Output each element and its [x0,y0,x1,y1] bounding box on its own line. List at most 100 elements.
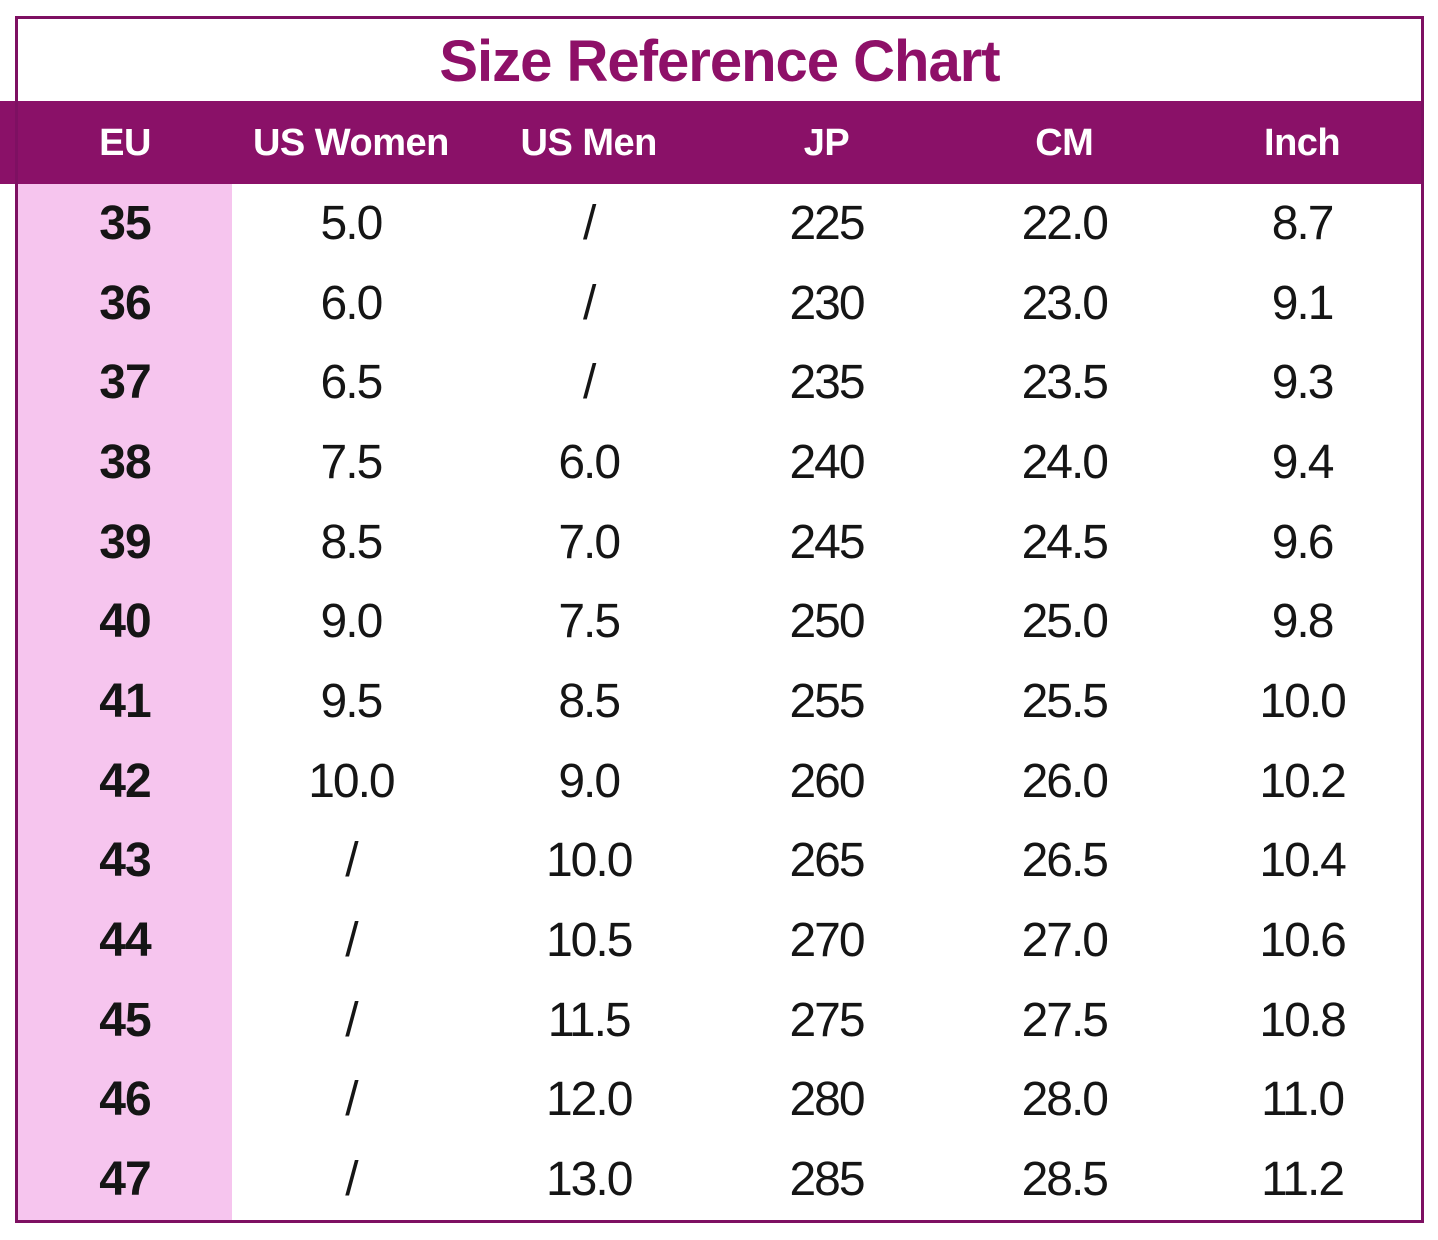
title-row: Size Reference Chart [18,19,1421,101]
size-cell: 285 [789,1153,865,1207]
size-cell: / [345,914,358,968]
size-cell: 280 [789,1073,865,1127]
size-cell: 25.5 [1021,674,1109,728]
size-cell: 28.5 [1021,1153,1109,1207]
size-cell: 6.0 [320,276,384,330]
column-header: JP [803,121,850,164]
eu-size-cell: 43 [18,821,232,902]
size-cell: 10.0 [545,834,633,888]
page-title: Size Reference Chart [439,29,1000,94]
size-cell: 10.2 [1259,754,1346,808]
eu-size-cell: 41 [18,662,232,742]
eu-size-cell: 38 [18,423,232,503]
column-header: EU [99,121,151,164]
size-cell: 8.7 [1271,196,1335,250]
size-cell: 7.0 [558,515,621,569]
size-cell: 6.5 [320,356,384,410]
table-row: 41 9.5 8.5 255 25.5 10.0 [18,662,1421,742]
size-cell: / [583,196,596,250]
size-cell: 25.0 [1021,595,1109,649]
size-cell: 23.0 [1021,276,1109,330]
size-reference-table: Size Reference Chart EU US Women US Men JP C… [15,16,1424,1223]
table-row: 37 6.5 / 235 23.5 9.3 [18,343,1421,424]
column-header: US Women [252,121,449,164]
size-cell: 13.0 [545,1153,633,1207]
size-cell: 7.5 [558,595,621,649]
size-cell: 230 [789,276,865,330]
size-cell: 7.5 [320,435,384,489]
size-cell: 6.0 [558,435,621,489]
size-cell: 270 [789,914,865,968]
table-row: 45 / 11.5 275 27.5 10.8 [18,980,1421,1061]
size-cell: 11.2 [1261,1153,1345,1207]
size-cell: 24.0 [1021,435,1109,489]
size-cell: 27.0 [1021,914,1109,968]
eu-size-cell: 47 [18,1140,232,1220]
eu-size-cell: 42 [18,741,232,822]
size-cell: 11.0 [1261,1073,1345,1127]
size-cell: 28.0 [1021,1073,1109,1127]
header-row: EU US Women US Men JP CM Inch [18,101,1421,184]
header-band [0,101,1424,184]
eu-size-cell: 37 [18,343,232,424]
size-cell: 9.0 [558,754,621,808]
size-cell: 24.5 [1021,515,1109,569]
size-cell: 22.0 [1021,196,1109,250]
table-row: 46 / 12.0 280 28.0 11.0 [18,1060,1421,1141]
column-header: Inch [1264,121,1341,164]
size-cell: / [345,1073,358,1127]
eu-size-cell: 39 [18,502,232,583]
size-cell: 10.8 [1259,993,1346,1047]
size-cell: / [345,1153,358,1207]
eu-size-cell: 35 [18,184,232,264]
size-cell: 255 [789,674,865,728]
size-cell: 5.0 [320,196,384,250]
size-cell: 9.8 [1271,595,1335,649]
size-cell: 235 [789,356,865,410]
size-cell: 26.5 [1021,834,1109,888]
size-cell: 26.0 [1021,754,1109,808]
size-cell: 9.5 [320,674,384,728]
size-cell: 245 [789,515,865,569]
size-cell: 275 [789,993,865,1047]
size-cell: 10.6 [1259,914,1346,968]
size-cell: 10.4 [1259,834,1346,888]
size-cell: 9.0 [320,595,384,649]
table-body: 35 5.0 / 225 22.0 8.7 36 6.0 / 230 23.0 9.1 37 6.5 / 23… [18,184,1421,1220]
table-row: 36 6.0 / 230 23.0 9.1 [18,263,1421,344]
table-row: 35 5.0 / 225 22.0 8.7 [18,184,1421,264]
eu-size-cell: 46 [18,1060,232,1141]
table-row: 39 8.5 7.0 245 24.5 9.6 [18,502,1421,583]
size-cell: 23.5 [1021,356,1109,410]
size-cell: 225 [789,196,865,250]
table-row: 47 / 13.0 285 28.5 11.2 [18,1140,1421,1220]
eu-size-cell: 44 [18,901,232,981]
size-cell: 10.0 [1259,674,1346,728]
size-cell: / [345,834,358,888]
size-cell: 11.5 [547,993,632,1047]
size-cell: 8.5 [558,674,621,728]
table-row: 43 / 10.0 265 26.5 10.4 [18,821,1421,902]
size-cell: 240 [789,435,865,489]
size-cell: / [583,356,596,410]
table-row: 40 9.0 7.5 250 25.0 9.8 [18,582,1421,663]
size-cell: 10.0 [308,754,395,808]
table-row: 38 7.5 6.0 240 24.0 9.4 [18,423,1421,503]
size-cell: 9.6 [1271,515,1335,569]
size-cell: / [583,276,596,330]
size-cell: 260 [789,754,865,808]
eu-size-cell: 36 [18,263,232,344]
column-header: US Men [520,121,658,164]
size-cell: / [345,993,358,1047]
size-cell: 12.0 [545,1073,633,1127]
size-cell: 9.1 [1271,276,1335,330]
size-cell: 250 [789,595,865,649]
eu-size-cell: 40 [18,582,232,663]
table-row: 42 10.0 9.0 260 26.0 10.2 [18,741,1421,822]
eu-size-cell: 45 [18,980,232,1061]
size-cell: 9.3 [1271,356,1335,410]
size-cell: 265 [789,834,865,888]
size-cell: 9.4 [1271,435,1335,489]
size-cell: 10.5 [545,914,633,968]
